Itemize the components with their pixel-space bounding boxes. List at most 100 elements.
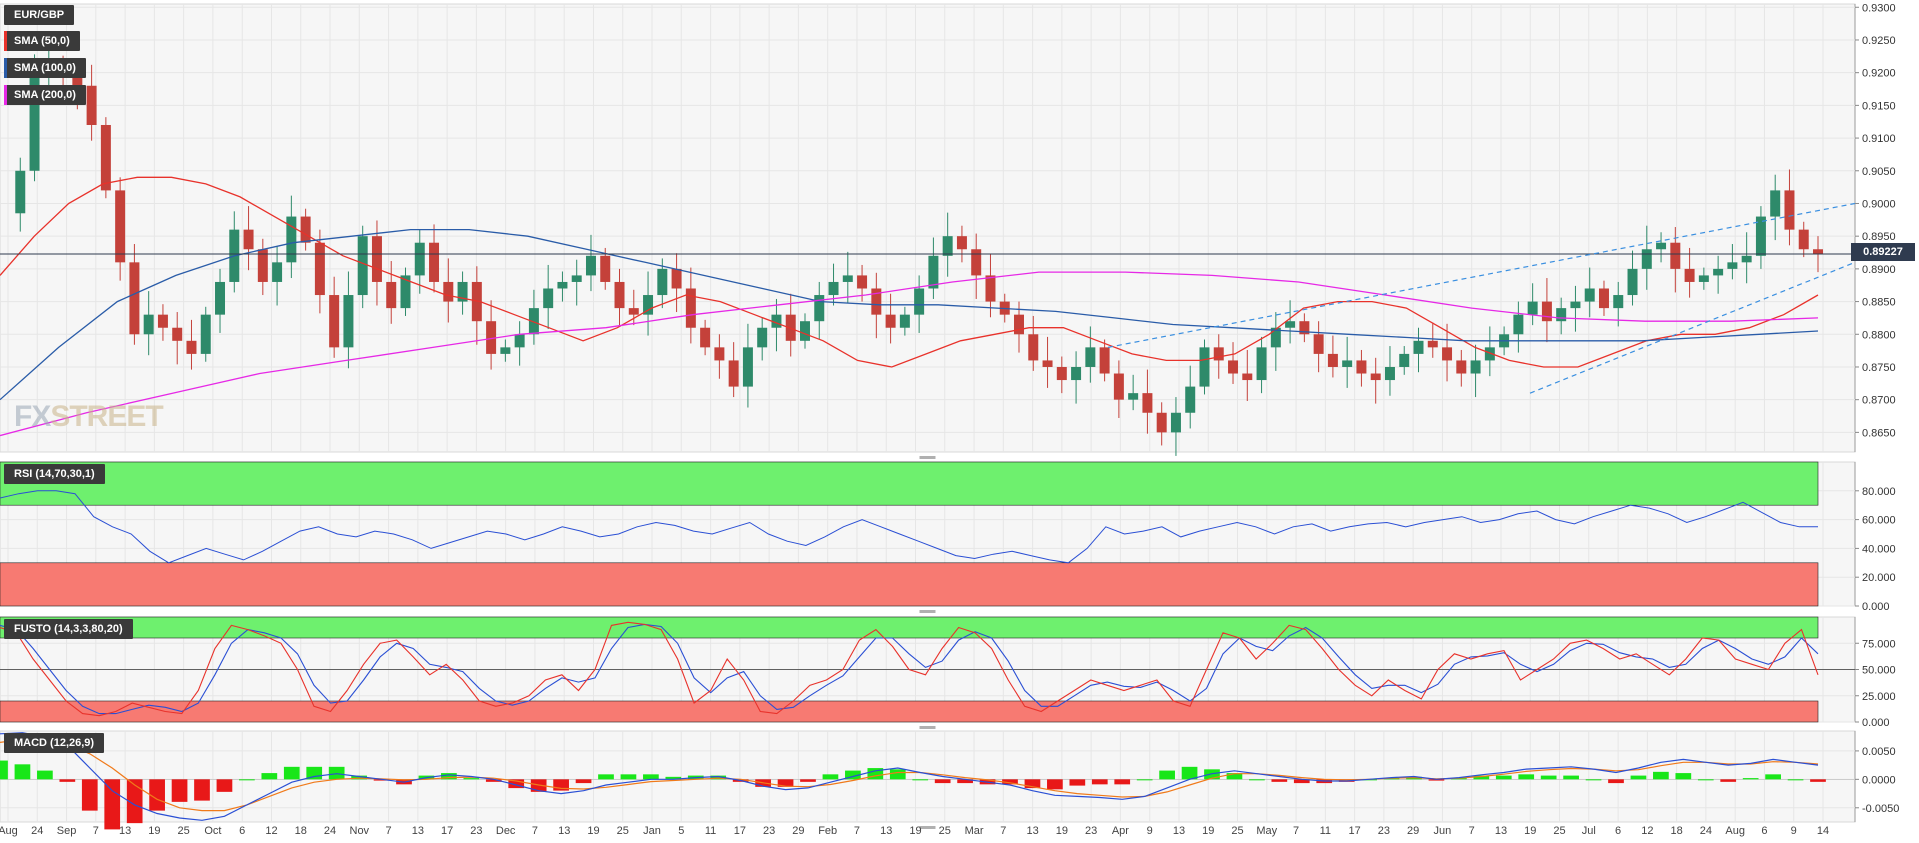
candle-down bbox=[329, 295, 340, 348]
macd-hist-bar-positive bbox=[1675, 773, 1692, 780]
candle-up bbox=[643, 295, 654, 315]
trend-upper-line bbox=[1107, 202, 1856, 348]
x-tick-label: 24 bbox=[324, 825, 336, 837]
pane-price bbox=[0, 3, 1856, 453]
candle-down bbox=[1327, 353, 1338, 367]
candle-up bbox=[799, 321, 810, 341]
macd-hist-bar-negative bbox=[934, 779, 951, 784]
macd-hist-bar-positive bbox=[14, 764, 31, 780]
macd-line bbox=[0, 732, 1819, 821]
candle-up bbox=[1741, 255, 1752, 263]
x-tick-label: 6 bbox=[1761, 825, 1767, 837]
candle-down bbox=[186, 340, 197, 354]
candle-down bbox=[628, 308, 639, 315]
legend-sma100-label: SMA (100,0) bbox=[14, 62, 76, 74]
macd-hist-bar-positive bbox=[710, 775, 727, 780]
x-tick-label: 29 bbox=[1407, 825, 1419, 837]
candle-up bbox=[1285, 321, 1296, 328]
macd-hist-bar-negative bbox=[800, 779, 816, 782]
x-tick-label: May bbox=[1256, 825, 1277, 837]
sma100-line bbox=[0, 228, 1819, 401]
legend-instrument[interactable]: EUR/GBP bbox=[4, 5, 75, 25]
x-tick-label: Nov bbox=[350, 825, 370, 837]
candle-down bbox=[1356, 360, 1367, 374]
fusto-d-line bbox=[0, 623, 1819, 715]
candle-up bbox=[1641, 249, 1652, 269]
macd-hist-bar-negative bbox=[104, 779, 121, 830]
candle-down bbox=[157, 314, 168, 328]
candle-up bbox=[1513, 314, 1524, 335]
x-tick-label: 7 bbox=[854, 825, 860, 837]
candle-down bbox=[671, 268, 682, 289]
macd-hist-bar-positive bbox=[1226, 773, 1243, 780]
candle-up bbox=[272, 262, 283, 282]
x-tick-label: 12 bbox=[265, 825, 277, 837]
legend-macd[interactable]: MACD (12,26,9) bbox=[4, 733, 105, 753]
candle-down bbox=[1684, 268, 1695, 282]
macd-hist-bar-positive bbox=[239, 779, 255, 781]
legend-fusto[interactable]: FUSTO (14,3,3,80,20) bbox=[4, 619, 133, 639]
candle-down bbox=[614, 281, 625, 309]
candle-down bbox=[728, 360, 739, 387]
candle-down bbox=[1456, 360, 1467, 374]
legend-sma50[interactable]: SMA (50,0) bbox=[4, 31, 80, 51]
macd-hist-bar-positive bbox=[1204, 769, 1220, 780]
pane-macd-resize-handle bbox=[919, 826, 936, 829]
candle-up bbox=[1727, 262, 1738, 269]
macd-hist-bar-positive bbox=[351, 775, 367, 780]
macd-hist-bar-positive bbox=[1787, 779, 1804, 781]
candle-up bbox=[1755, 216, 1766, 256]
x-tick-label: 11 bbox=[1320, 825, 1331, 837]
pane-fus-resize-handle bbox=[919, 726, 936, 729]
macd-hist-bar-positive bbox=[845, 770, 861, 780]
x-tick-label: 25 bbox=[617, 825, 629, 837]
candle-down bbox=[443, 281, 454, 302]
x-tick-label: Feb bbox=[818, 825, 837, 837]
legend-sma200[interactable]: SMA (200,0) bbox=[4, 85, 86, 105]
price-y-tick-label: 0.9100 bbox=[1862, 133, 1896, 145]
legend-macd-label: MACD (12,26,9) bbox=[14, 737, 95, 749]
fusto-y-tick-label: 25.000 bbox=[1862, 691, 1896, 703]
x-tick-label: 17 bbox=[1348, 825, 1360, 837]
macd-hist-bar-positive bbox=[1249, 779, 1265, 781]
candle-up bbox=[742, 347, 753, 387]
candle-down bbox=[857, 275, 868, 289]
candle-down bbox=[1213, 347, 1224, 361]
candle-down bbox=[956, 236, 967, 250]
rsi-y-tick-label: 60.000 bbox=[1862, 515, 1896, 527]
candle-up bbox=[1199, 347, 1210, 387]
candle-up bbox=[1128, 393, 1139, 400]
macd-hist-bar-positive bbox=[643, 774, 659, 780]
candle-up bbox=[400, 275, 411, 309]
macd-hist-bar-positive bbox=[1630, 775, 1647, 780]
x-tick-label: 7 bbox=[93, 825, 99, 837]
price-y-tick-label: 0.8900 bbox=[1862, 264, 1896, 276]
candle-down bbox=[1784, 190, 1795, 230]
macd-hist-bar-negative bbox=[1271, 779, 1288, 782]
legend-rsi[interactable]: RSI (14,70,30,1) bbox=[4, 464, 105, 484]
candle-down bbox=[1798, 229, 1809, 250]
x-tick-label: 17 bbox=[734, 825, 746, 837]
sma200-swatch bbox=[4, 85, 7, 105]
macd-hist-bar-negative bbox=[1114, 779, 1131, 785]
price-y-tick-label: 0.9250 bbox=[1862, 35, 1896, 47]
x-tick-label: 25 bbox=[1553, 825, 1565, 837]
rsi-y-tick-label: 40.000 bbox=[1862, 543, 1896, 555]
macd-hist-bar-negative bbox=[553, 779, 569, 791]
x-tick-label: 24 bbox=[1700, 825, 1712, 837]
x-tick-label: Dec bbox=[496, 825, 516, 837]
macd-hist-bar-positive bbox=[1563, 775, 1579, 780]
x-tick-label: Apr bbox=[1112, 825, 1129, 837]
candle-down bbox=[115, 190, 126, 263]
price-y-tick-label: 0.8850 bbox=[1862, 297, 1896, 309]
macd-hist-bar-positive bbox=[1540, 775, 1557, 780]
candle-up bbox=[1484, 347, 1495, 361]
macd-hist-bar-positive bbox=[620, 774, 637, 780]
x-tick-label: 29 bbox=[792, 825, 804, 837]
x-tick-label: 13 bbox=[412, 825, 424, 837]
legend-sma200-label: SMA (200,0) bbox=[14, 89, 76, 101]
legend-sma100[interactable]: SMA (100,0) bbox=[4, 58, 86, 78]
price-y-tick-label: 0.8650 bbox=[1862, 427, 1896, 439]
candle-up bbox=[500, 347, 511, 354]
x-tick-label: 11 bbox=[705, 825, 716, 837]
